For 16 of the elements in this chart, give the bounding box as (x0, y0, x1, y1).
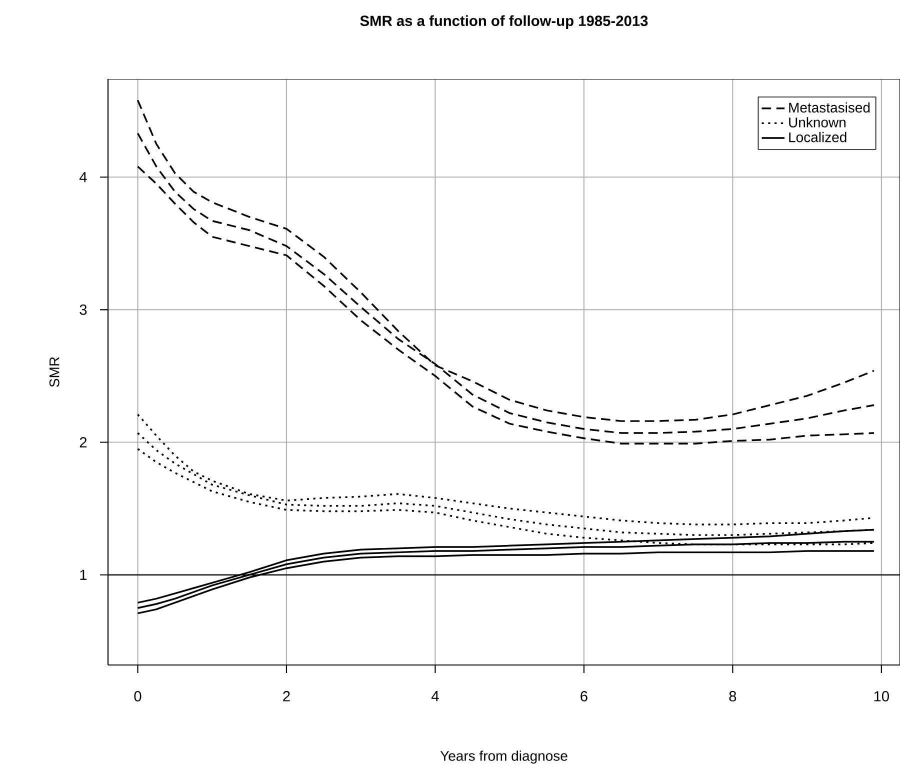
y-tick-label: 3 (80, 304, 87, 315)
chart-title: SMR as a function of follow-up 1985-2013 (360, 15, 648, 29)
x-tick-label: 2 (283, 691, 290, 702)
x-tick-label: 10 (874, 691, 889, 702)
x-tick-label: 0 (134, 691, 142, 702)
legend-label: Unknown (789, 117, 846, 128)
x-tick-label: 4 (431, 691, 439, 702)
y-axis-title: SMR (49, 357, 60, 387)
y-tick-label: 4 (79, 172, 87, 182)
legend-label: Localized (789, 132, 846, 142)
x-tick-label: 6 (580, 691, 588, 702)
x-axis-title: Years from diagnose (440, 750, 568, 764)
x-tick-label: 8 (729, 691, 736, 702)
y-tick-label: 2 (80, 437, 87, 448)
legend-label: Metastasised (789, 102, 870, 113)
y-tick-label: 1 (80, 570, 87, 580)
